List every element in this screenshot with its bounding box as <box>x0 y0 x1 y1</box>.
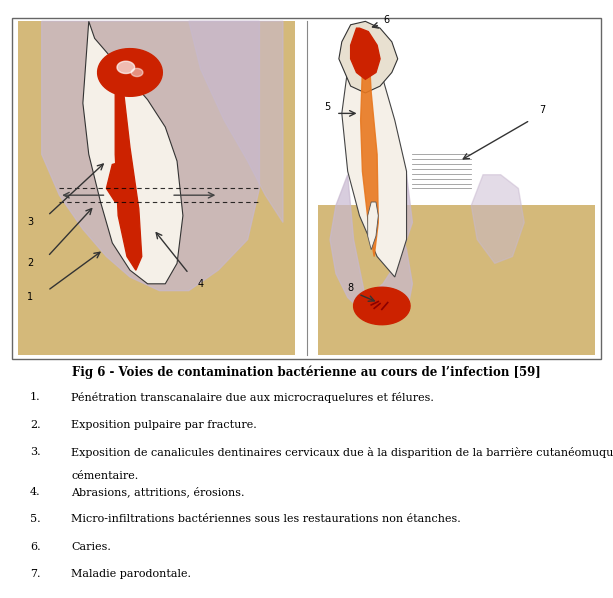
Polygon shape <box>131 68 143 77</box>
Text: Micro-infiltrations bactériennes sous les restaurations non étanches.: Micro-infiltrations bactériennes sous le… <box>71 514 461 524</box>
Polygon shape <box>117 61 135 74</box>
Polygon shape <box>351 28 380 80</box>
Polygon shape <box>42 22 259 291</box>
Text: 2.: 2. <box>30 420 40 430</box>
Polygon shape <box>342 35 406 277</box>
Text: 3: 3 <box>27 218 33 227</box>
Polygon shape <box>115 52 142 270</box>
Polygon shape <box>83 22 183 284</box>
Text: 1: 1 <box>27 292 33 303</box>
Text: 5: 5 <box>324 102 330 112</box>
Bar <box>18 22 295 355</box>
Polygon shape <box>189 22 283 222</box>
Text: 6: 6 <box>384 15 390 25</box>
Polygon shape <box>339 22 398 93</box>
Text: cémentaire.: cémentaire. <box>71 471 139 481</box>
Text: 3.: 3. <box>30 447 40 457</box>
Text: Exposition de canalicules dentinaires cervicaux due à la disparition de la barri: Exposition de canalicules dentinaires ce… <box>71 447 613 458</box>
Text: Exposition pulpaire par fracture.: Exposition pulpaire par fracture. <box>71 420 257 430</box>
Text: 1.: 1. <box>30 392 40 402</box>
Polygon shape <box>471 175 524 263</box>
Polygon shape <box>107 161 130 202</box>
Text: 7: 7 <box>539 105 545 115</box>
Text: 5.: 5. <box>30 514 40 524</box>
Text: 4.: 4. <box>30 487 40 497</box>
Bar <box>318 202 595 355</box>
FancyBboxPatch shape <box>12 18 601 359</box>
Polygon shape <box>354 287 410 325</box>
Text: Fig 6 - Voies de contamination bactérienne au cours de l’infection [59]: Fig 6 - Voies de contamination bactérien… <box>72 366 541 380</box>
Text: Caries.: Caries. <box>71 542 111 552</box>
Polygon shape <box>330 175 413 321</box>
Polygon shape <box>368 202 378 250</box>
Text: 6.: 6. <box>30 542 40 552</box>
Text: 7.: 7. <box>30 569 40 579</box>
Text: 4: 4 <box>197 279 204 289</box>
Text: 2: 2 <box>27 258 33 269</box>
Polygon shape <box>97 48 162 96</box>
Polygon shape <box>360 42 378 257</box>
Text: Abrasions, attritions, érosions.: Abrasions, attritions, érosions. <box>71 487 245 498</box>
Bar <box>318 22 595 206</box>
Text: Pénétration transcanalaire due aux microcraquelures et félures.: Pénétration transcanalaire due aux micro… <box>71 392 434 403</box>
Text: 8: 8 <box>348 283 354 292</box>
Text: Maladie parodontale.: Maladie parodontale. <box>71 569 191 579</box>
